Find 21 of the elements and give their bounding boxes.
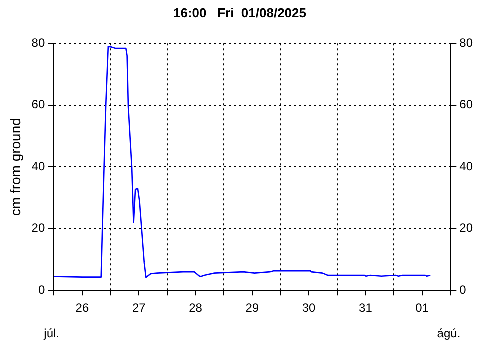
- y2-tick-label: 80: [460, 36, 474, 50]
- y2-tick-label: 40: [460, 159, 474, 174]
- y-tick-label: 60: [32, 98, 46, 112]
- x-tick-label: 27: [132, 301, 146, 316]
- y-axis-title: cm from ground: [7, 118, 24, 216]
- y2-tick-label: 0: [460, 282, 467, 297]
- y2-tick-label: 20: [460, 221, 474, 236]
- y-tick-label: 0: [38, 282, 46, 297]
- y-tick-label: 20: [32, 221, 46, 236]
- y-tick-label: 80: [32, 36, 46, 50]
- text: júl.: [43, 326, 60, 340]
- x-tick-label: 29: [246, 301, 260, 316]
- x-tick-label: 30: [302, 301, 316, 316]
- x-tick-label: 31: [359, 301, 373, 316]
- y2-tick-label: 60: [460, 98, 474, 112]
- chart-title: 16:00 Fri 01/08/2025: [174, 5, 306, 20]
- text: ágú.: [437, 326, 461, 340]
- x-tick-label: 01: [416, 301, 430, 316]
- y-tick-label: 40: [32, 159, 46, 174]
- x-tick-label: 26: [76, 301, 90, 316]
- x-tick-label: 28: [189, 301, 203, 316]
